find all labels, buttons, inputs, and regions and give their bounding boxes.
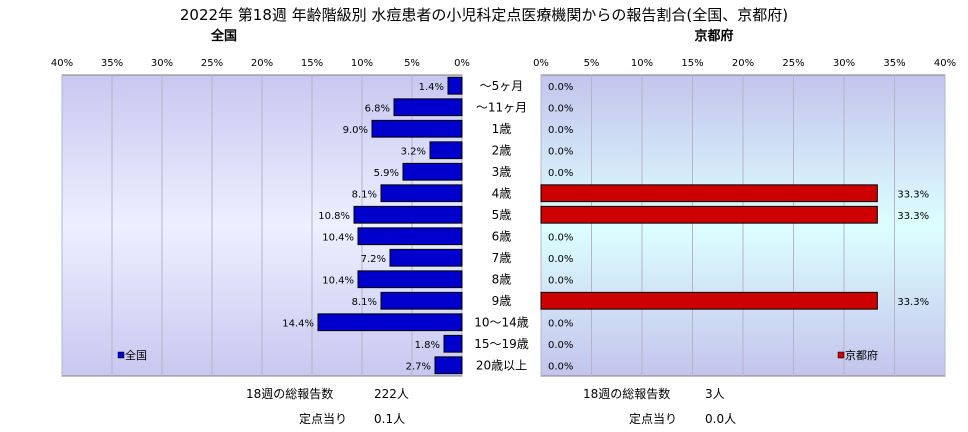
left-bar: [389, 248, 463, 267]
category-label: 4歳: [492, 186, 512, 200]
right-data-label: 33.3%: [897, 189, 929, 200]
right-bar: [540, 205, 878, 224]
left-data-label: 6.8%: [365, 103, 390, 114]
category-label: ～11ヶ月: [476, 100, 527, 114]
left-bar: [380, 184, 463, 203]
left-bar: [393, 98, 463, 117]
category-label: 2歳: [492, 143, 512, 157]
left-data-label: 3.2%: [401, 146, 426, 157]
category-label: 10～14歳: [474, 315, 529, 329]
right-data-label: 0.0%: [548, 146, 573, 157]
left-tick-label: 10%: [351, 58, 373, 69]
category-label: 7歳: [492, 251, 512, 265]
left-tick-label: 25%: [201, 58, 223, 69]
right-data-label: 0.0%: [548, 103, 573, 114]
left-panel-subtitle: 全国: [210, 28, 237, 44]
right-data-label: 0.0%: [548, 361, 573, 372]
left-bar: [434, 356, 463, 375]
category-label: ～5ヶ月: [480, 79, 524, 93]
left-tick-label: 0%: [454, 58, 470, 69]
left-data-label: 8.1%: [352, 189, 377, 200]
left-bar: [357, 227, 463, 246]
right-tick-label: 10%: [631, 58, 653, 69]
category-label: 3歳: [492, 165, 512, 179]
left-total-label: 18週の総報告数: [246, 386, 333, 401]
right-data-label: 0.0%: [548, 275, 573, 286]
category-label: 9歳: [492, 294, 512, 308]
left-tick-label: 40%: [51, 58, 73, 69]
right-data-label: 0.0%: [548, 340, 573, 351]
left-data-label: 5.9%: [374, 168, 399, 179]
left-bar: [371, 119, 463, 138]
left-data-label: 1.4%: [419, 82, 444, 93]
left-bar: [353, 205, 463, 224]
left-legend-swatch: [117, 351, 125, 359]
left-total-value: 222人: [374, 387, 409, 401]
left-bar: [317, 313, 463, 332]
left-data-label: 9.0%: [343, 125, 368, 136]
left-bar: [380, 291, 463, 310]
right-data-label: 33.3%: [897, 211, 929, 222]
left-per-label: 定点当り: [299, 411, 347, 426]
left-tick-label: 20%: [251, 58, 273, 69]
left-data-label: 14.4%: [282, 318, 314, 329]
right-tick-label: 25%: [782, 58, 804, 69]
right-legend-swatch: [837, 351, 845, 359]
right-per-label: 定点当り: [629, 411, 677, 426]
left-data-label: 10.8%: [318, 211, 350, 222]
left-tick-label: 5%: [404, 58, 420, 69]
category-label: 6歳: [492, 229, 512, 243]
left-data-label: 10.4%: [322, 275, 354, 286]
category-label: 8歳: [492, 272, 512, 286]
left-tick-label: 30%: [151, 58, 173, 69]
left-tick-label: 35%: [101, 58, 123, 69]
right-total-value: 3人: [705, 387, 725, 401]
right-data-label: 0.0%: [548, 254, 573, 265]
right-data-label: 33.3%: [897, 297, 929, 308]
left-per-value: 0.1人: [374, 412, 405, 426]
category-label: 20歳以上: [476, 358, 527, 372]
right-data-label: 0.0%: [548, 82, 573, 93]
left-bar: [357, 270, 463, 289]
left-data-label: 1.8%: [415, 340, 440, 351]
left-bar: [443, 334, 463, 353]
left-bar: [429, 141, 463, 160]
right-panel-subtitle: 京都府: [694, 28, 733, 44]
right-tick-label: 40%: [934, 58, 956, 69]
right-data-label: 0.0%: [548, 318, 573, 329]
chart-title: 2022年 第18週 年齢階級別 水痘患者の小児科定点医療機関からの報告割合(全…: [180, 6, 788, 24]
left-tick-label: 15%: [301, 58, 323, 69]
right-bar: [540, 291, 878, 310]
right-tick-label: 5%: [584, 58, 600, 69]
right-data-label: 0.0%: [548, 125, 573, 136]
right-total-label: 18週の総報告数: [583, 386, 670, 401]
right-data-label: 0.0%: [548, 168, 573, 179]
left-legend-label: 全国: [125, 348, 147, 362]
right-data-label: 0.0%: [548, 232, 573, 243]
right-bar: [540, 184, 878, 203]
left-data-label: 8.1%: [352, 297, 377, 308]
category-label: 1歳: [492, 122, 512, 136]
right-tick-label: 30%: [833, 58, 855, 69]
right-tick-label: 20%: [732, 58, 754, 69]
category-label: 5歳: [492, 208, 512, 222]
right-tick-label: 35%: [883, 58, 905, 69]
left-data-label: 10.4%: [322, 232, 354, 243]
right-tick-label: 15%: [681, 58, 703, 69]
left-bar: [447, 76, 463, 95]
category-label: 15～19歳: [474, 337, 529, 351]
left-data-label: 2.7%: [406, 361, 431, 372]
right-per-value: 0.0人: [705, 412, 736, 426]
left-data-label: 7.2%: [361, 254, 386, 265]
left-bar: [402, 162, 463, 181]
right-legend-label: 京都府: [845, 348, 878, 362]
right-tick-label: 0%: [533, 58, 549, 69]
